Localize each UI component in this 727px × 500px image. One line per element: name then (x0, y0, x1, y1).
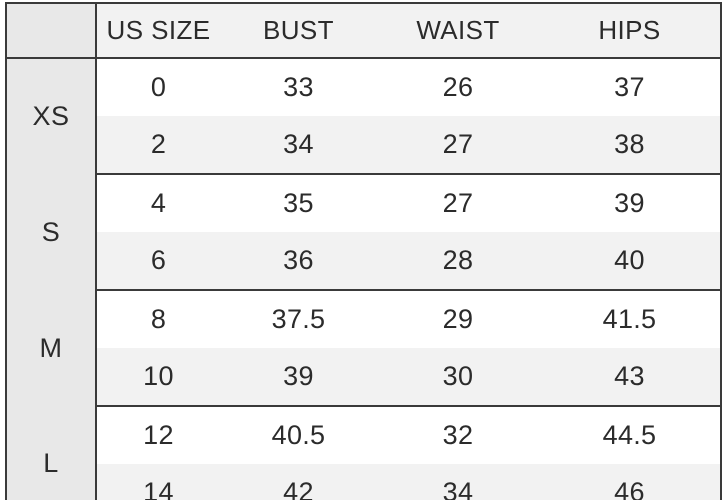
cell-bust: 37.5 (220, 290, 377, 348)
cell-waist: 34 (377, 464, 539, 500)
cell-us-size: 14 (96, 464, 220, 500)
cell-bust: 40.5 (220, 406, 377, 464)
cell-us-size: 6 (96, 232, 220, 291)
cell-hips: 38 (539, 116, 720, 175)
cell-us-size: 12 (96, 406, 220, 464)
cell-hips: 39 (539, 174, 720, 232)
cell-us-size: 8 (96, 290, 220, 348)
size-chart-table: US SIZE BUST WAIST HIPS XS 0 33 26 37 2 … (7, 4, 720, 500)
cell-waist: 29 (377, 290, 539, 348)
cell-us-size: 2 (96, 116, 220, 175)
table-row: 2 34 27 38 (7, 116, 720, 175)
cell-bust: 33 (220, 58, 377, 116)
cell-hips: 37 (539, 58, 720, 116)
cell-us-size: 0 (96, 58, 220, 116)
cell-us-size: 10 (96, 348, 220, 407)
cell-hips: 43 (539, 348, 720, 407)
table-row: S 4 35 27 39 (7, 174, 720, 290)
table-row: 6 36 28 40 (7, 232, 720, 291)
cell-hips: 46 (539, 464, 720, 500)
cell-hips: 41.5 (539, 290, 720, 348)
size-label-m: M (7, 290, 97, 406)
cell-bust: 36 (220, 232, 377, 291)
column-header-waist: WAIST (377, 4, 539, 59)
table-row: L 12 40.5 32 44.5 (7, 406, 720, 500)
cell-waist: 32 (377, 406, 539, 464)
cell-hips: 44.5 (539, 406, 720, 464)
size-label-xs: XS (7, 58, 97, 174)
table-row: 14 42 34 46 (7, 464, 720, 500)
size-label-s: S (7, 174, 97, 290)
column-header-hips: HIPS (539, 4, 720, 59)
header-row: US SIZE BUST WAIST HIPS (7, 4, 720, 59)
cell-bust: 35 (220, 174, 377, 232)
table-header: US SIZE BUST WAIST HIPS (7, 4, 720, 59)
table-row: XS 0 33 26 37 (7, 58, 720, 174)
cell-bust: 34 (220, 116, 377, 175)
cell-hips: 40 (539, 232, 720, 291)
cell-waist: 30 (377, 348, 539, 407)
cell-waist: 27 (377, 116, 539, 175)
column-header-bust: BUST (220, 4, 377, 59)
size-label-l: L (7, 406, 97, 500)
cell-waist: 26 (377, 58, 539, 116)
cell-bust: 39 (220, 348, 377, 407)
size-label-column-header (7, 4, 97, 59)
table-body: XS 0 33 26 37 2 34 27 38 S 4 35 27 39 (7, 58, 720, 500)
column-header-us-size: US SIZE (96, 4, 220, 59)
cell-waist: 27 (377, 174, 539, 232)
cell-us-size: 4 (96, 174, 220, 232)
size-chart-container: US SIZE BUST WAIST HIPS XS 0 33 26 37 2 … (5, 2, 722, 500)
cell-bust: 42 (220, 464, 377, 500)
cell-waist: 28 (377, 232, 539, 291)
table-row: 10 39 30 43 (7, 348, 720, 407)
table-row: M 8 37.5 29 41.5 (7, 290, 720, 406)
